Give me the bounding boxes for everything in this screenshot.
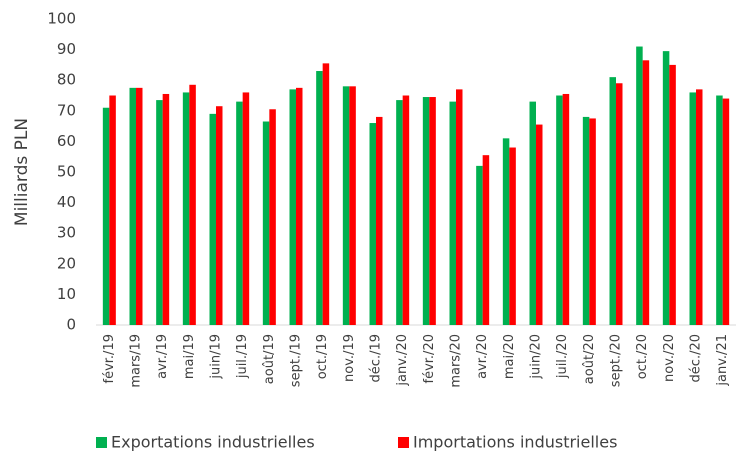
legend-swatch	[96, 437, 107, 448]
x-tick-label: déc./19	[369, 334, 384, 382]
bar	[696, 89, 703, 325]
bar	[509, 147, 516, 325]
x-tick-label: juil./20	[555, 334, 570, 379]
bar	[316, 71, 323, 326]
bar	[242, 92, 250, 325]
x-tick-label: janv./20	[395, 334, 410, 387]
bar	[662, 51, 670, 325]
x-tick-label: oct./19	[315, 334, 330, 379]
bar	[529, 101, 536, 326]
bar	[616, 83, 623, 325]
x-tick-label: juin/19	[209, 334, 224, 380]
bar	[136, 87, 143, 325]
x-tick-label: nov./19	[342, 334, 357, 382]
legend-swatch	[398, 437, 409, 448]
x-tick-label: août/19	[262, 334, 277, 384]
y-tick-label: 90	[57, 40, 76, 58]
y-tick-label: 40	[57, 193, 76, 211]
y-tick-label: 80	[57, 71, 76, 89]
bar	[162, 93, 170, 325]
bar	[402, 95, 410, 325]
x-tick-label: oct./20	[635, 334, 650, 379]
bar	[609, 77, 616, 325]
y-tick-label: 70	[57, 101, 76, 119]
bar	[269, 109, 276, 326]
bar	[449, 101, 456, 326]
bar	[476, 165, 483, 325]
y-tick-label: 30	[57, 224, 76, 242]
x-tick-label: août/20	[582, 334, 597, 384]
bar	[556, 95, 563, 325]
bar	[156, 100, 163, 325]
bar	[689, 92, 696, 325]
bar	[349, 86, 356, 325]
bar	[482, 155, 490, 325]
bar	[322, 63, 330, 326]
x-tick-label: avr./20	[475, 334, 490, 379]
x-tick-label: avr./19	[155, 334, 170, 379]
bar	[502, 138, 510, 325]
bar	[536, 124, 543, 325]
x-tick-label: févr./19	[102, 334, 117, 383]
x-tick-label: mars/19	[129, 334, 144, 388]
bar	[129, 87, 136, 325]
x-tick-label: nov./20	[662, 334, 677, 382]
y-tick-label: 10	[57, 285, 76, 303]
x-tick-label: sept./20	[609, 334, 624, 387]
bar	[669, 64, 676, 326]
bar	[582, 116, 590, 325]
bar	[376, 116, 383, 325]
y-tick-label: 60	[57, 132, 76, 150]
x-tick-label: mai/20	[502, 334, 517, 379]
legend-label: Exportations industrielles	[111, 433, 315, 452]
bar	[396, 100, 403, 325]
bar	[216, 106, 223, 326]
bar	[209, 113, 216, 325]
legend-label: Importations industrielles	[413, 433, 617, 452]
x-tick-label: juin/20	[529, 334, 544, 380]
bar	[456, 89, 463, 325]
bar	[589, 118, 596, 325]
bar	[369, 123, 376, 325]
bar	[642, 60, 650, 326]
x-tick-label: juil./19	[235, 334, 250, 379]
bar	[716, 95, 723, 325]
x-tick-label: sept./19	[289, 334, 304, 387]
bar	[109, 95, 116, 325]
bar	[422, 97, 430, 325]
y-tick-label: 50	[57, 163, 76, 181]
x-tick-label: févr./20	[422, 334, 437, 383]
bar	[636, 46, 643, 325]
y-tick-label: 100	[47, 10, 76, 28]
bar	[189, 84, 196, 325]
bar	[102, 107, 110, 326]
bar	[262, 121, 270, 325]
bar	[342, 86, 350, 325]
x-tick-label: déc./20	[689, 334, 704, 382]
bar	[236, 101, 243, 326]
x-tick-label: mars/20	[449, 334, 464, 388]
y-axis-label: Milliards PLN	[12, 118, 32, 226]
bar	[182, 92, 190, 325]
bar	[296, 87, 303, 325]
y-tick-label: 0	[66, 316, 76, 334]
x-tick-label: janv./21	[715, 334, 730, 387]
y-tick-label: 20	[57, 254, 76, 272]
bar	[562, 93, 570, 325]
bar	[429, 97, 436, 325]
bar	[722, 98, 730, 325]
bar	[289, 89, 296, 325]
x-tick-label: mai/19	[182, 334, 197, 379]
